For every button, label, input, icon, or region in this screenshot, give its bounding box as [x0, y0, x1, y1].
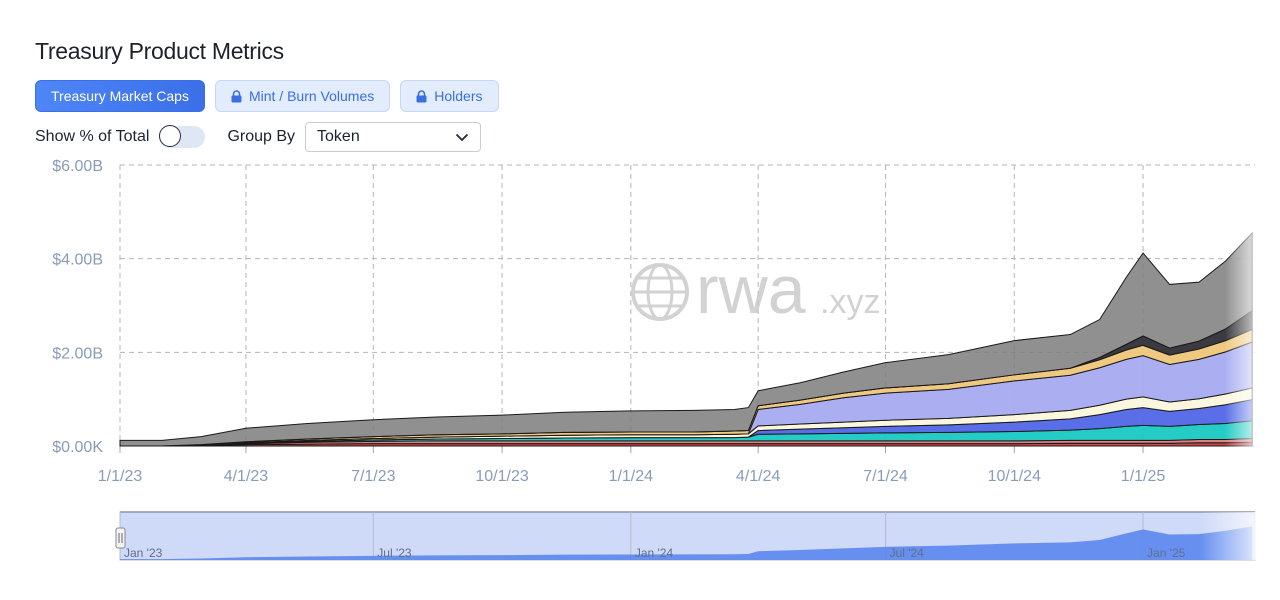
show-pct-label: Show % of Total	[35, 128, 150, 145]
tab-label: Treasury Market Caps	[51, 88, 189, 104]
rwa-watermark: rwa .xyz	[631, 252, 880, 328]
tab-label: Mint / Burn Volumes	[248, 88, 375, 104]
navigator-fade	[1200, 512, 1260, 560]
y-axis: $0.00K $2.00B $4.00B $6.00B	[52, 158, 103, 456]
show-pct-toggle[interactable]	[159, 125, 206, 148]
x-tick-label: 1/1/24	[609, 468, 654, 485]
tab-treasury-market-caps[interactable]: Treasury Market Caps	[35, 80, 205, 112]
range-navigator[interactable]: Jan '23 Jul '23 Jan '24 Jul '24 Jan '25	[115, 511, 1260, 561]
page-title: Treasury Product Metrics	[35, 38, 284, 64]
x-tick-label: 4/1/24	[736, 468, 781, 485]
group-by-value: Token	[317, 128, 360, 145]
stacked-areas	[119, 231, 1253, 447]
lock-icon	[416, 89, 427, 102]
tab-holders[interactable]: Holders	[400, 80, 499, 112]
x-tick-label: 1/1/25	[1121, 468, 1166, 485]
chart-controls: Show % of Total Group By Token	[35, 122, 482, 152]
lock-icon	[231, 89, 242, 102]
y-tick-label: $4.00B	[52, 252, 103, 269]
x-tick-label: 7/1/24	[863, 468, 908, 485]
navigator-left-handle[interactable]	[115, 527, 126, 549]
metric-tabs: Treasury Market Caps Mint / Burn Volumes…	[35, 80, 499, 112]
x-tick-label: 10/1/23	[475, 468, 528, 485]
navigator-label: Jul '24	[890, 546, 925, 560]
group-by-select[interactable]: Token	[305, 122, 482, 152]
globe-icon	[631, 263, 689, 321]
tab-mint-burn-volumes[interactable]: Mint / Burn Volumes	[214, 80, 391, 112]
watermark-suffix: .xyz	[820, 283, 880, 321]
y-tick-label: $0.00K	[52, 439, 103, 456]
group-by-label: Group By	[227, 128, 296, 145]
right-fade	[1225, 230, 1260, 450]
y-tick-label: $6.00B	[52, 158, 103, 175]
x-tick-label: 1/1/23	[98, 468, 143, 485]
navigator-label: Jan '24	[635, 546, 674, 560]
navigator-label: Jan '25	[1147, 546, 1186, 560]
x-axis: 1/1/23 4/1/23 7/1/23 10/1/23 1/1/24 4/1/24 7/1…	[98, 446, 1166, 485]
market-cap-chart[interactable]: $0.00K $2.00B $4.00B $6.00B 1/1/23 4/1/23 7/1…	[0, 150, 1280, 570]
navigator-area	[120, 526, 1253, 560]
navigator-labels: Jan '23 Jul '23 Jan '24 Jul '24 Jan '25	[124, 546, 1186, 560]
navigator-label: Jul '23	[377, 546, 412, 560]
x-tick-label: 7/1/23	[351, 468, 396, 485]
chevron-down-icon	[455, 133, 469, 141]
toggle-knob	[159, 125, 182, 147]
y-tick-label: $2.00B	[52, 345, 103, 362]
x-tick-label: 10/1/24	[988, 468, 1041, 485]
tab-label: Holders	[434, 88, 483, 104]
navigator-label: Jan '23	[124, 546, 163, 560]
x-tick-label: 4/1/23	[224, 468, 269, 485]
watermark-word: rwa	[696, 252, 806, 328]
